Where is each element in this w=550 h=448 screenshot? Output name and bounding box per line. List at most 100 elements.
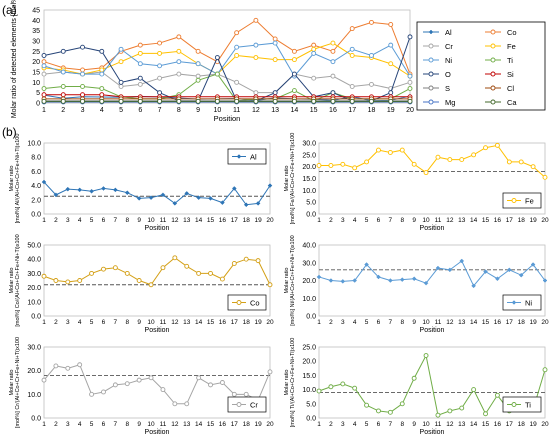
data-point-O [407, 34, 413, 40]
x-tick-label: 18 [243, 319, 251, 326]
x-tick-label: 11 [435, 319, 442, 326]
x-tick-label: 15 [207, 217, 215, 224]
data-point-Cr [160, 387, 166, 393]
legend-marker-Ti [490, 57, 496, 63]
data-point-Ni [364, 262, 369, 267]
series-line-Cr [43, 364, 271, 405]
data-point-Fe [376, 147, 381, 153]
data-point-Co [101, 266, 106, 272]
data-point-Co [196, 270, 202, 276]
series-line-Fe [43, 42, 411, 77]
data-point-Fe [340, 161, 346, 167]
data-point-Cr [196, 375, 202, 381]
x-tick-label: 2 [61, 107, 65, 114]
data-point-Fe [399, 147, 405, 153]
legend-label-Ni: Ni [445, 56, 452, 65]
data-point-Co [311, 42, 317, 48]
data-point-Ca [176, 98, 182, 104]
legend-box-Cr [227, 396, 267, 413]
data-point-Ca [60, 98, 66, 104]
data-point-Al [136, 196, 142, 201]
data-point-Al [220, 200, 225, 205]
plot-area-Co [43, 244, 271, 317]
x-tick-label: 18 [243, 217, 251, 224]
x-tick-label: 19 [529, 319, 537, 326]
legend-label-Cl: Cl [507, 84, 514, 93]
data-point-Si [80, 92, 85, 98]
x-tick-label: 15 [482, 217, 490, 224]
x-tick-label: 8 [400, 319, 404, 326]
x-tick-label: 13 [458, 217, 466, 224]
data-point-Fe [328, 163, 334, 168]
data-point-Ti [423, 353, 429, 358]
x-tick-label: 3 [66, 319, 70, 326]
data-point-Fe [388, 61, 394, 67]
data-point-Ca [291, 98, 297, 104]
data-point-Ni [195, 61, 201, 67]
y-tick-label: 20.0 [27, 368, 41, 375]
y-tick-label: 40.0 [302, 243, 316, 250]
y-tick-label: 20.0 [302, 164, 316, 171]
x-tick-label: 6 [377, 319, 381, 326]
x-tick-label: 9 [196, 107, 200, 114]
series-line-Ni [318, 260, 546, 287]
data-point-Co [176, 34, 182, 40]
data-point-Ti [340, 381, 346, 387]
x-tick-label: 7 [389, 217, 393, 224]
y-tick-label: 15 [32, 70, 40, 77]
data-point-Fe [387, 150, 393, 155]
x-tick-label: 9 [137, 217, 141, 224]
data-point-Al [243, 202, 249, 208]
data-point-Al [148, 195, 154, 201]
data-point-Ti [447, 408, 453, 414]
x-tick-label: 17 [506, 319, 514, 326]
x-tick-label: 12 [446, 217, 454, 224]
data-point-Co [80, 67, 85, 73]
y-axis-label: [mol%] Cr/(Al+Co+Cr+Fe+Ni+Ti)x100 [15, 337, 21, 428]
legend-marker-Ca [490, 99, 496, 105]
data-point-Ni [459, 258, 465, 264]
y-axis-label: Molar ratio [9, 268, 15, 294]
data-point-Ni [234, 44, 240, 50]
data-point-Cr [172, 401, 178, 407]
x-tick-label: 15 [207, 421, 215, 428]
data-point-Al [113, 187, 118, 193]
x-tick-label: 8 [400, 421, 404, 428]
x-tick-label: 4 [78, 319, 82, 326]
x-tick-label: 20 [266, 217, 274, 224]
data-point-Fe [330, 40, 336, 46]
data-point-Fe [435, 154, 441, 160]
legend-label-Co: Co [507, 28, 517, 37]
x-tick-label: 3 [341, 217, 345, 224]
data-point-Ca [137, 98, 143, 104]
plot-area-a [43, 9, 411, 104]
data-point-O [214, 55, 220, 60]
x-tick-label: 15 [310, 107, 318, 114]
data-point-Cr [124, 381, 130, 387]
data-point-Co [137, 42, 143, 48]
x-tick-label: 17 [348, 107, 356, 114]
data-point-Si [60, 92, 66, 98]
y-tick-label: 25.0 [302, 345, 316, 352]
data-point-Ni [253, 42, 259, 48]
data-point-Al [77, 187, 83, 193]
data-point-Co [112, 265, 118, 271]
data-point-Cr [112, 382, 118, 388]
data-point-Co [208, 270, 213, 276]
x-tick-label: 19 [387, 107, 395, 114]
data-point-Ni [328, 278, 334, 283]
legend-label-Cr: Cr [445, 42, 453, 51]
x-tick-label: 14 [470, 421, 478, 428]
data-point-O [272, 90, 278, 96]
data-point-Cr [253, 90, 259, 96]
x-axis-label: Position [145, 429, 170, 436]
data-point-Cr [407, 79, 413, 85]
legend-box-Ti [502, 396, 542, 413]
legend-label-S: S [445, 84, 450, 93]
data-point-Cr [137, 81, 143, 87]
x-tick-label: 11 [435, 421, 442, 428]
data-point-Al [160, 192, 166, 198]
y-tick-label: 10.0 [27, 141, 41, 148]
